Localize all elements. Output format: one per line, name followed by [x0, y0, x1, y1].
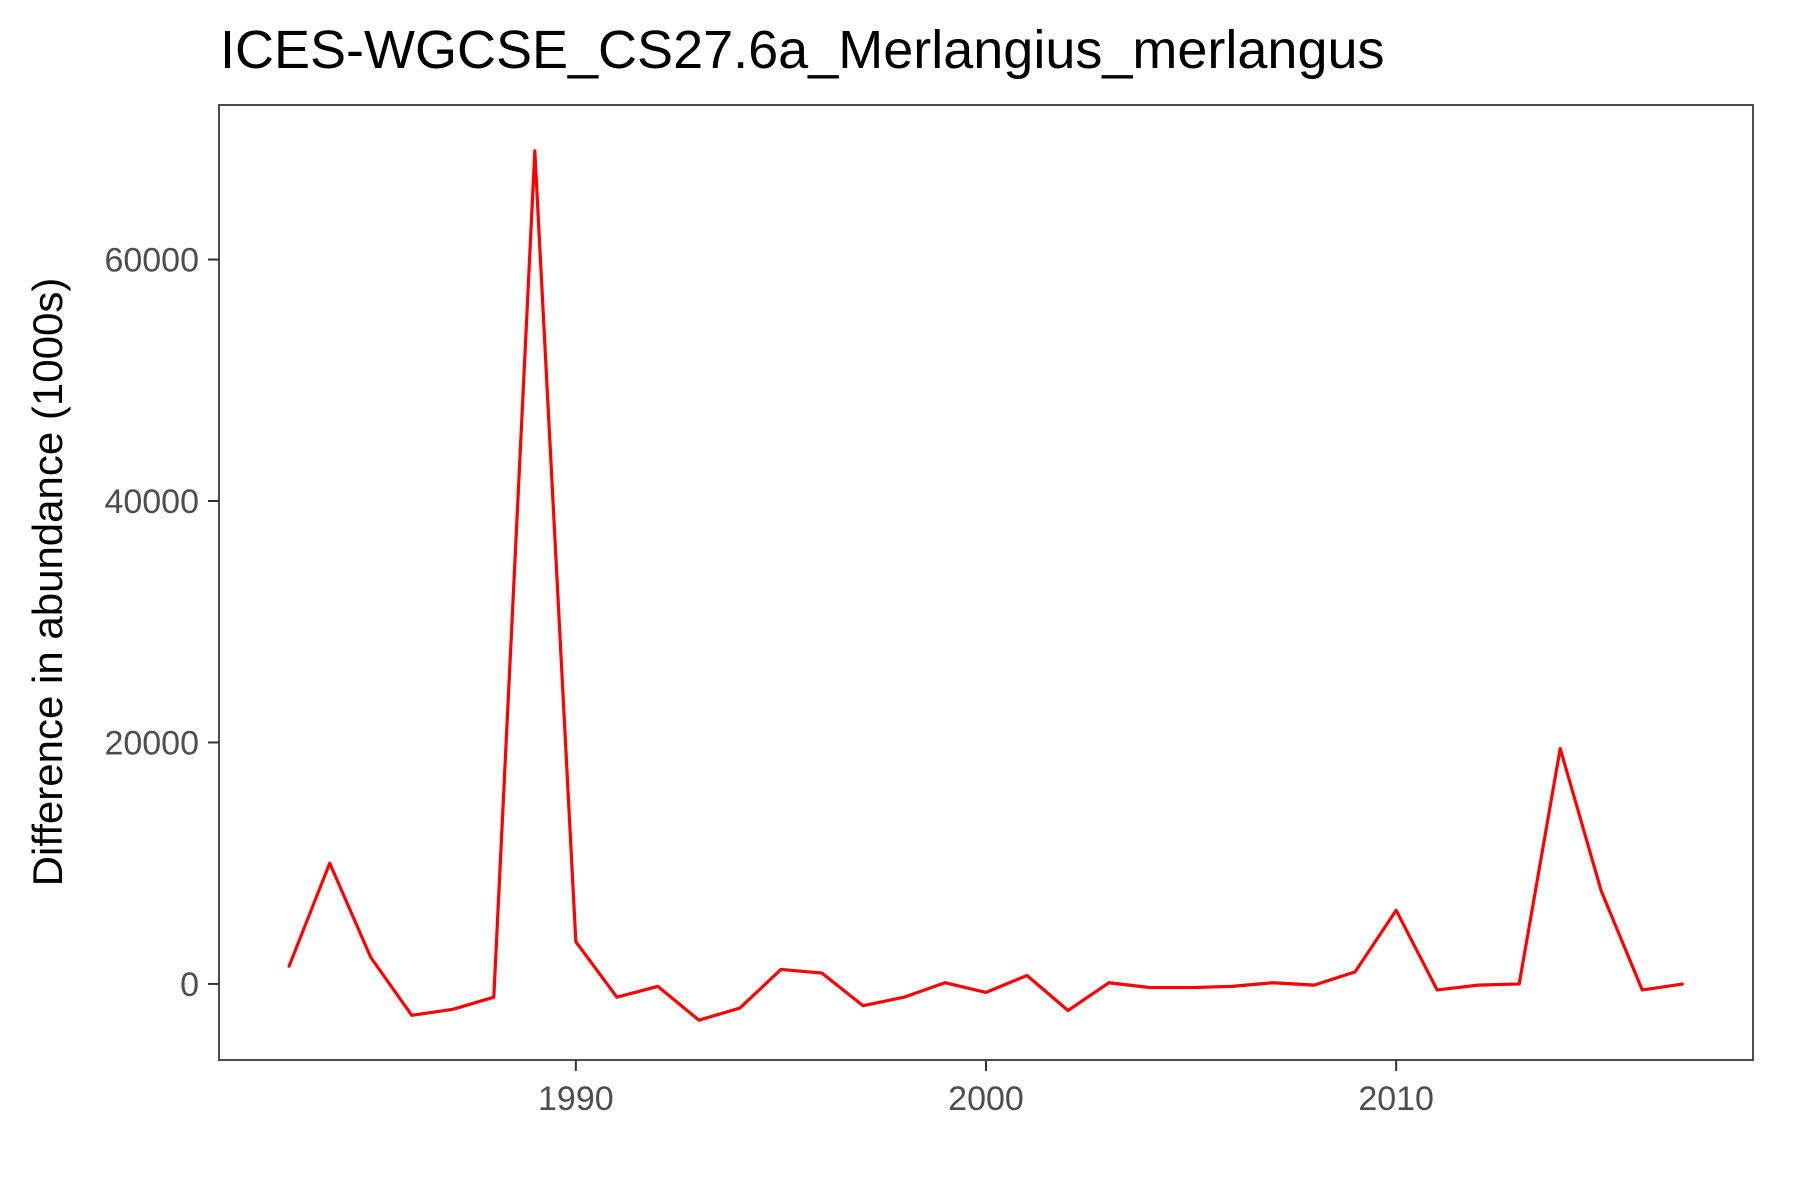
x-tick-label: 2010	[1358, 1080, 1434, 1118]
data-point	[1190, 986, 1192, 989]
data-point	[862, 1004, 864, 1007]
data-point	[657, 985, 659, 988]
data-point	[1518, 983, 1521, 985]
y-tick-label: 40000	[104, 483, 199, 521]
data-point	[287, 966, 290, 968]
data-point	[534, 150, 536, 152]
data-point	[698, 1019, 700, 1021]
x-axis: 1990 2000 2010	[538, 1060, 1434, 1118]
data-point	[451, 1008, 454, 1011]
data-point	[1682, 983, 1685, 985]
data-point	[739, 1007, 741, 1009]
data-point	[1559, 747, 1562, 750]
data-point	[1272, 981, 1274, 984]
data-point	[1108, 981, 1110, 984]
data-point	[1436, 989, 1438, 991]
data-point	[369, 956, 372, 959]
data-point	[821, 972, 823, 974]
data-point	[328, 862, 331, 865]
data-point	[1354, 971, 1356, 973]
y-axis: 0 20000 40000 60000	[104, 242, 219, 1004]
data-point	[1067, 1009, 1069, 1012]
data-point	[1600, 890, 1603, 892]
data-point	[1149, 986, 1151, 989]
data-point	[410, 1014, 413, 1017]
x-tick-label: 2000	[948, 1080, 1024, 1118]
data-point	[575, 940, 577, 943]
data-point	[944, 981, 946, 984]
plot-panel	[218, 104, 1754, 1061]
data-point	[1395, 909, 1397, 912]
y-tick-label: 20000	[104, 724, 199, 762]
data-point	[616, 996, 618, 999]
x-tick-label: 1990	[538, 1080, 614, 1118]
data-point	[1477, 984, 1479, 986]
chart-title: ICES-WGCSE_CS27.6a_Merlangius_merlangus	[220, 20, 1385, 80]
data-point	[1231, 985, 1233, 988]
y-tick-label: 0	[180, 966, 199, 1004]
data-point	[493, 996, 495, 999]
data-point	[1641, 989, 1644, 991]
data-point	[780, 968, 782, 971]
data-points	[287, 150, 1685, 1021]
data-point	[1026, 974, 1028, 977]
y-axis-title: Difference in abundance (1000s)	[24, 278, 71, 887]
data-point	[1313, 984, 1315, 986]
y-tick-label: 60000	[104, 242, 199, 280]
data-point	[903, 996, 905, 999]
data-point	[985, 991, 987, 994]
